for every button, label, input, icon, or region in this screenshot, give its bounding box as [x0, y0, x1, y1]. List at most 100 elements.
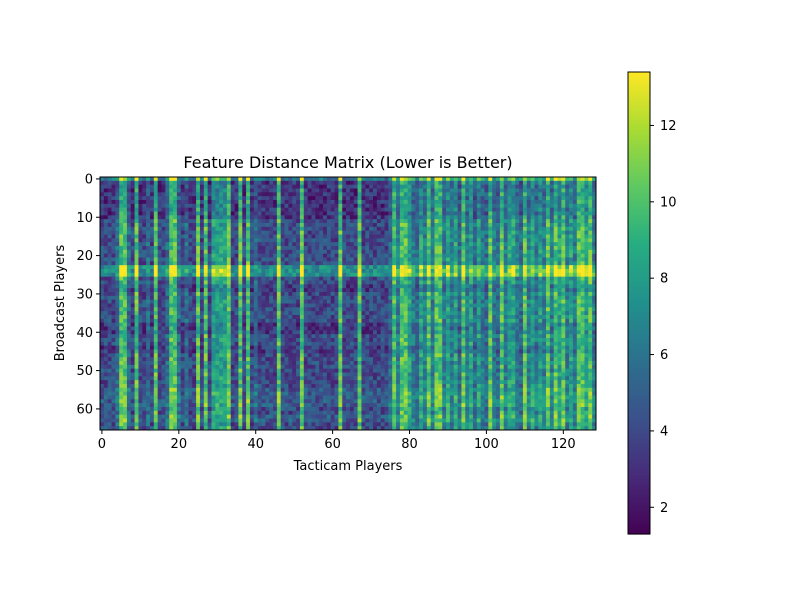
heatmap-cell: [138, 292, 143, 297]
heatmap-cell: [422, 246, 428, 251]
heatmap-cell: [123, 307, 128, 312]
heatmap-cell: [157, 307, 162, 312]
heatmap-cell: [392, 223, 397, 228]
heatmap-cell: [103, 242, 109, 247]
heatmap-cell: [246, 242, 251, 247]
heatmap-cell: [119, 303, 124, 308]
heatmap-cell: [407, 299, 412, 304]
heatmap-cell: [542, 242, 547, 247]
heatmap-cell: [192, 242, 197, 247]
heatmap-cell: [519, 234, 524, 239]
heatmap-cell: [526, 215, 531, 220]
heatmap-cell: [326, 322, 332, 327]
heatmap-cell: [530, 188, 535, 193]
heatmap-cell: [226, 223, 232, 228]
heatmap-cell: [296, 265, 301, 270]
heatmap-cell: [569, 196, 574, 201]
heatmap-cell: [180, 311, 185, 316]
heatmap-cell: [346, 226, 351, 232]
heatmap-cell: [303, 280, 308, 285]
heatmap-cell: [234, 188, 239, 193]
heatmap-cell: [453, 269, 458, 274]
heatmap-cell: [430, 322, 435, 327]
heatmap-cell: [130, 184, 135, 189]
heatmap-cell: [149, 196, 155, 201]
heatmap-cell: [446, 246, 451, 251]
heatmap-cell: [446, 215, 451, 220]
heatmap-cell: [399, 311, 405, 316]
heatmap-cell: [326, 177, 332, 182]
heatmap-cell: [246, 200, 251, 205]
heatmap-cell: [565, 177, 570, 182]
heatmap-cell: [546, 292, 551, 297]
heatmap-cell: [207, 192, 212, 197]
heatmap-cell: [134, 211, 139, 216]
heatmap-cell: [199, 253, 205, 258]
heatmap-cell: [100, 238, 105, 243]
heatmap-cell: [226, 203, 232, 209]
heatmap-cell: [538, 253, 543, 258]
heatmap-cell: [457, 265, 462, 270]
heatmap-cell: [415, 223, 420, 228]
heatmap-cell: [215, 315, 220, 320]
heatmap-cell: [100, 276, 105, 281]
heatmap-cell: [330, 249, 335, 255]
heatmap-cell: [284, 322, 289, 327]
heatmap-cell: [376, 238, 382, 243]
heatmap-cell: [257, 257, 262, 262]
heatmap-cell: [246, 207, 251, 212]
heatmap-cell: [430, 238, 435, 243]
heatmap-cell: [153, 257, 159, 262]
heatmap-cell: [269, 226, 274, 232]
heatmap-cell: [146, 226, 151, 232]
heatmap-cell: [465, 226, 470, 232]
heatmap-cell: [342, 276, 347, 281]
heatmap-cell: [176, 311, 182, 316]
heatmap-cell: [119, 272, 124, 278]
heatmap-cell: [434, 295, 439, 301]
heatmap-cell: [538, 242, 543, 247]
heatmap-cell: [476, 226, 481, 232]
heatmap-cell: [119, 180, 124, 186]
heatmap-cell: [199, 307, 205, 312]
heatmap-cell: [238, 230, 243, 235]
heatmap-cell: [161, 196, 166, 201]
heatmap-cell: [323, 272, 328, 278]
heatmap-cell: [288, 211, 293, 216]
heatmap-cell: [184, 219, 189, 224]
heatmap-cell: [546, 226, 551, 232]
heatmap-cell: [138, 307, 143, 312]
heatmap-cell: [526, 315, 531, 320]
heatmap-cell: [242, 184, 247, 189]
heatmap-cell: [569, 280, 574, 285]
heatmap-cell: [273, 230, 278, 235]
heatmap-cell: [238, 265, 243, 270]
heatmap-cell: [488, 215, 493, 220]
heatmap-cell: [169, 207, 174, 212]
heatmap-cell: [215, 307, 220, 312]
heatmap-cell: [522, 318, 528, 324]
heatmap-cell: [469, 295, 474, 301]
heatmap-cell: [284, 180, 289, 186]
heatmap-cell: [311, 215, 316, 220]
heatmap-cell: [107, 253, 112, 258]
heatmap-cell: [115, 284, 120, 289]
heatmap-cell: [330, 292, 335, 297]
heatmap-cell: [203, 257, 208, 262]
heatmap-cell: [319, 307, 324, 312]
heatmap-cell: [442, 311, 447, 316]
heatmap-cell: [176, 177, 182, 182]
heatmap-cell: [353, 226, 358, 232]
heatmap-cell: [349, 299, 355, 304]
heatmap-cell: [572, 307, 578, 312]
heatmap-cell: [434, 307, 439, 312]
heatmap-cell: [253, 230, 258, 235]
heatmap-cell: [469, 196, 474, 201]
heatmap-cell: [469, 253, 474, 258]
heatmap-cell: [234, 184, 239, 189]
heatmap-cell: [549, 318, 555, 324]
heatmap-cell: [111, 184, 116, 189]
heatmap-cell: [542, 234, 547, 239]
heatmap-cell: [415, 192, 420, 197]
heatmap-cell: [234, 253, 239, 258]
